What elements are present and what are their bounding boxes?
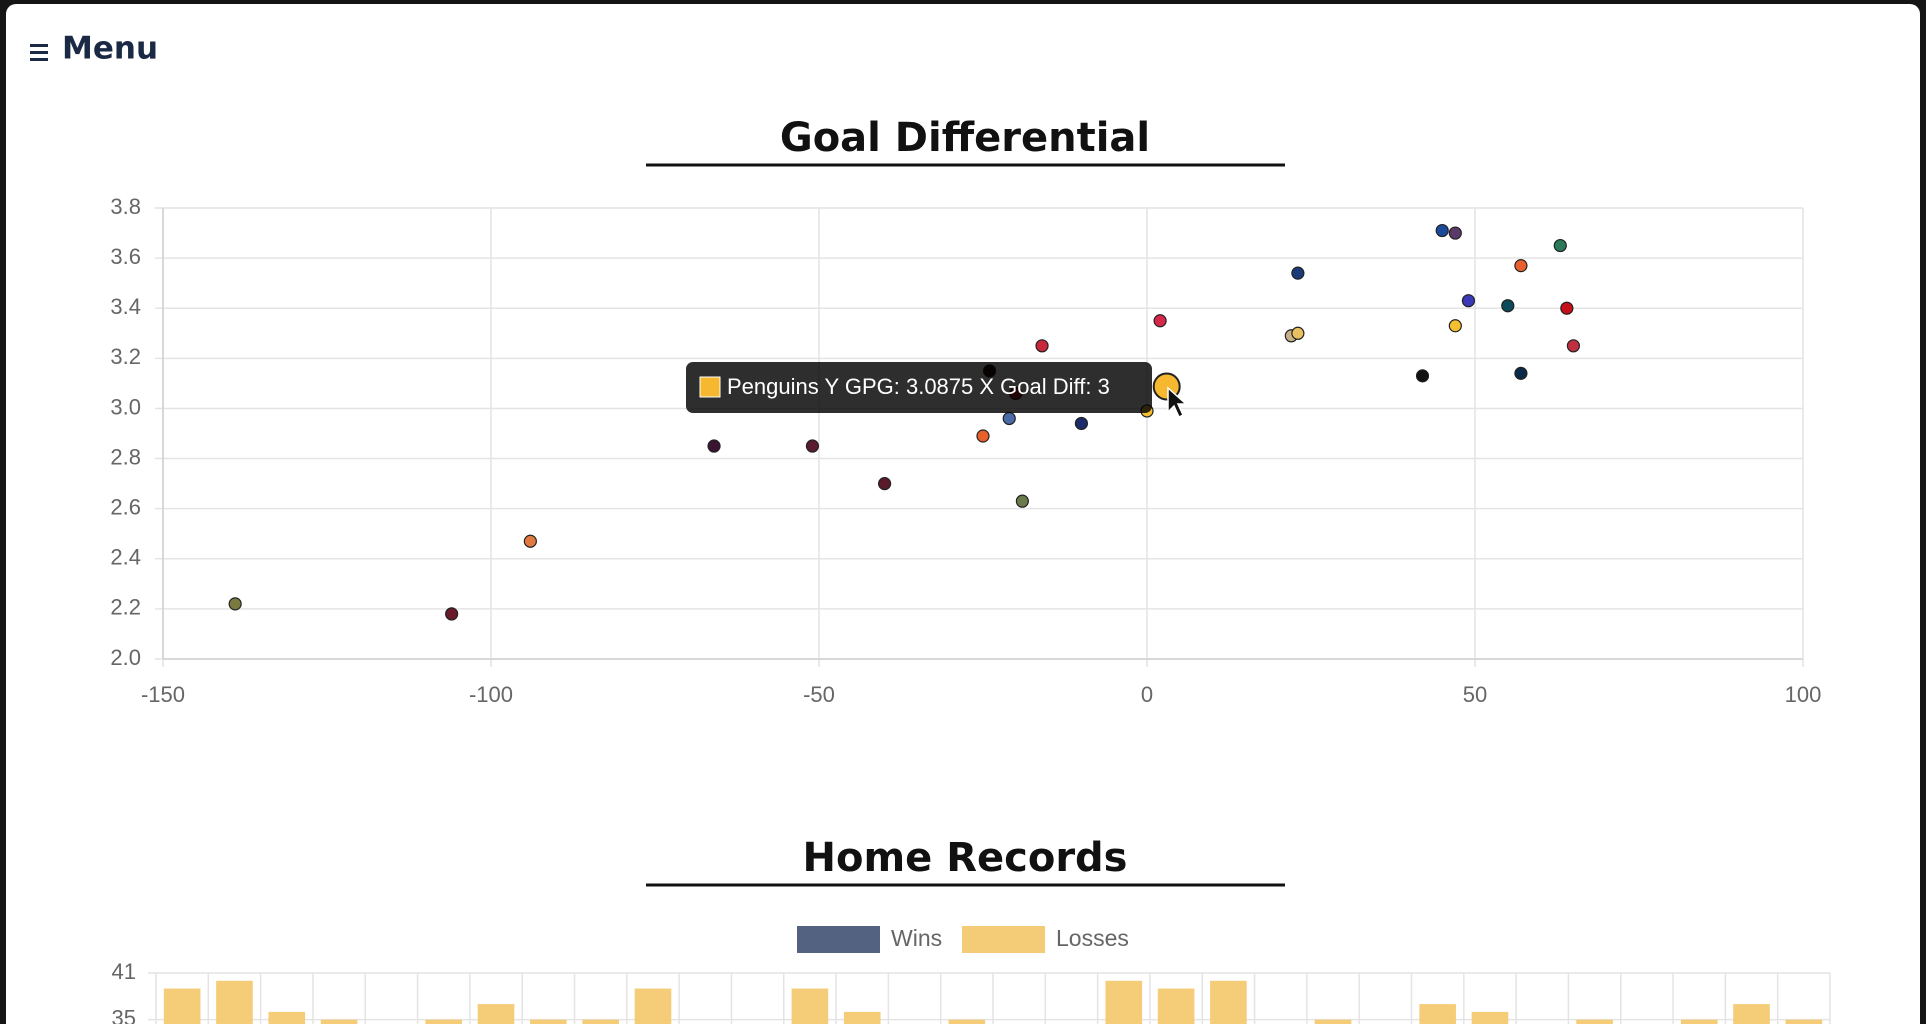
data-point[interactable]	[228, 597, 242, 611]
y-tick-label: 3.8	[110, 194, 141, 219]
bar	[1471, 1011, 1509, 1024]
data-point[interactable]	[1501, 299, 1515, 313]
x-tick-label: -100	[469, 682, 513, 707]
data-point[interactable]	[707, 439, 721, 453]
bar	[477, 1004, 515, 1024]
y-tick-label: 2.8	[110, 444, 141, 469]
y-tick-label: 3.0	[110, 394, 141, 419]
bar	[1314, 1019, 1352, 1024]
bar	[843, 1011, 881, 1024]
tooltip-layer: Penguins Y GPG: 3.0875 X Goal Diff: 3	[686, 362, 1188, 419]
y-tick-label: 3.4	[110, 294, 141, 319]
bar	[1419, 1004, 1456, 1024]
panel	[6, 4, 1920, 1024]
data-point[interactable]	[1461, 294, 1476, 308]
menu-icon	[30, 51, 48, 54]
data-point[interactable]	[1514, 366, 1528, 380]
bar	[163, 988, 201, 1024]
x-tick-label: 0	[1141, 682, 1153, 707]
bar	[530, 1019, 567, 1024]
bar	[425, 1019, 463, 1024]
menu-label[interactable]: Menu	[62, 31, 158, 67]
bar	[1105, 980, 1143, 1024]
x-tick-label: -50	[803, 682, 835, 707]
legend-label: Wins	[891, 925, 942, 951]
bar	[791, 988, 829, 1024]
data-point[interactable]	[1560, 301, 1574, 315]
scatter-chart: 2.0 2.2 2.4 2.6 2.8 3.0 3.2 3.4 3.6 3.8 -150 -100 -5…	[110, 194, 1821, 707]
y-tick-label: 2.2	[110, 595, 141, 620]
cursor	[1167, 386, 1188, 419]
data-point[interactable]	[445, 607, 459, 621]
bar	[268, 1011, 306, 1024]
chart-title: Home Records	[803, 835, 1128, 881]
x-tick-label: 50	[1463, 682, 1487, 707]
data-point[interactable]	[1514, 259, 1528, 273]
data-point[interactable]	[1074, 416, 1089, 431]
x-tick-label: -150	[141, 682, 185, 707]
data-point[interactable]	[1415, 369, 1430, 383]
data-point[interactable]	[1035, 339, 1049, 353]
data-point[interactable]	[523, 534, 537, 548]
tooltip-text: Penguins Y GPG: 3.0875 X Goal Diff: 3	[727, 374, 1110, 399]
data-point[interactable]	[1435, 223, 1449, 238]
menu-button[interactable]: Menu	[30, 31, 158, 67]
data-point[interactable]	[1448, 319, 1462, 333]
data-point[interactable]	[1002, 411, 1016, 426]
y-tick-label: 2.0	[110, 645, 141, 670]
bar	[1157, 988, 1195, 1024]
bar	[1210, 980, 1247, 1024]
y-tick-label: 35	[112, 1005, 136, 1024]
bar	[320, 1019, 358, 1024]
tooltip-box	[686, 362, 1152, 413]
y-tick-label: 3.2	[110, 344, 141, 369]
y-tick-label: 3.6	[110, 244, 141, 269]
bar	[1680, 1019, 1718, 1024]
data-point[interactable]	[1448, 226, 1462, 240]
menu-icon	[30, 44, 48, 47]
chart-title: Goal Differential	[780, 115, 1150, 161]
x-tick-label: 100	[1785, 682, 1822, 707]
data-point[interactable]	[1553, 238, 1567, 253]
bar-chart: 41 35 Wins Losses	[112, 925, 1831, 1024]
data-point[interactable]	[1291, 326, 1305, 340]
bar	[948, 1019, 986, 1024]
y-tick-label: 2.6	[110, 494, 141, 519]
data-point[interactable]	[976, 429, 990, 443]
y-tick-label: 41	[112, 959, 136, 984]
data-point[interactable]	[805, 439, 820, 453]
data-point[interactable]	[1566, 339, 1581, 353]
tooltip-swatch	[699, 376, 721, 398]
data-point[interactable]	[1015, 494, 1029, 508]
legend-label: Losses	[1056, 925, 1129, 951]
bar	[216, 980, 253, 1024]
menu-icon	[30, 58, 48, 61]
bar	[1733, 1004, 1770, 1024]
bar	[1576, 1019, 1613, 1024]
y-tick-label: 2.4	[110, 545, 141, 570]
data-point[interactable]	[877, 477, 892, 491]
legend-swatch	[962, 926, 1045, 953]
bar	[634, 988, 672, 1024]
legend-swatch	[797, 926, 880, 953]
data-point[interactable]	[1153, 314, 1167, 328]
bar	[582, 1019, 619, 1024]
bar	[1785, 1019, 1823, 1024]
data-point[interactable]	[1291, 266, 1305, 280]
